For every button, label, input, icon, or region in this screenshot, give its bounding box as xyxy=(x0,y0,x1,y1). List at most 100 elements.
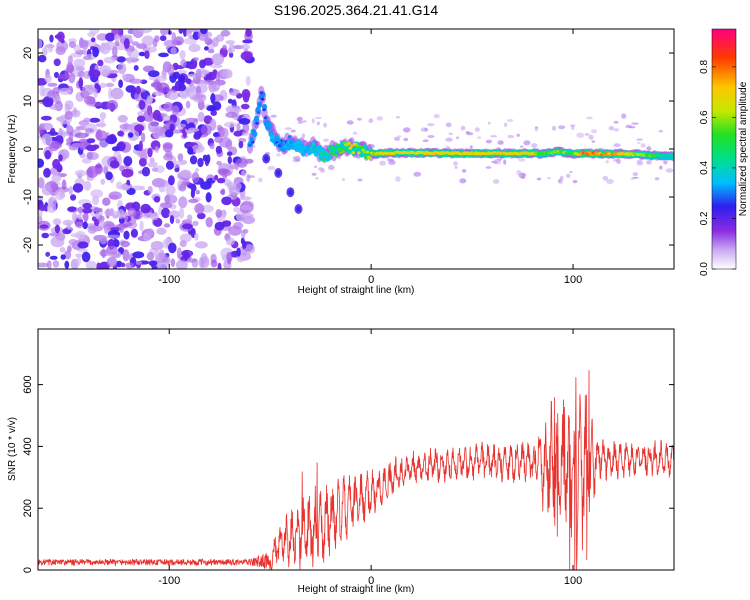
spectrogram-noise-blob xyxy=(131,41,139,46)
colorbar-gradient xyxy=(712,29,736,269)
spectrogram-noise-blob xyxy=(105,135,118,145)
spectrogram-noise-blob xyxy=(200,181,212,190)
spectrogram-noise-blob xyxy=(104,226,109,235)
spectrogram-faint-blob xyxy=(570,124,576,127)
spectrogram-noise-blob xyxy=(105,171,113,181)
spectrogram-noise-blob xyxy=(187,214,193,222)
spectrogram-noise-blob xyxy=(150,82,163,87)
spectrogram-faint-blob xyxy=(663,160,668,165)
spectrogram-noise-blob xyxy=(194,168,200,173)
spectrogram-faint-blob xyxy=(445,145,450,149)
spectrogram-noise-blob xyxy=(44,74,52,83)
spectrogram-ridge-core xyxy=(350,144,354,148)
spectrogram-ridge-core xyxy=(335,143,340,147)
spectrogram-noise-blob xyxy=(117,130,124,137)
spectrogram-noise-blob xyxy=(94,163,104,175)
spectrogram-noise-blob xyxy=(42,47,48,56)
spectrogram-noise-blob xyxy=(86,151,94,160)
spectrogram-noise-blob xyxy=(205,217,213,228)
spectrogram-noise-blob xyxy=(83,49,88,56)
spectrogram-faint-blob xyxy=(654,177,660,181)
spectrogram-faint-blob xyxy=(323,122,327,128)
spectrogram-noise-blob xyxy=(153,196,161,203)
spectrogram-noise-blob xyxy=(170,47,177,55)
spectrogram-noise-blob xyxy=(241,170,247,177)
spectrogram-noise-blob xyxy=(155,165,165,173)
spectrogram-faint-blob xyxy=(311,172,317,176)
spectrogram-noise-blob xyxy=(164,194,178,205)
spectrogram-noise-blob xyxy=(52,218,62,226)
spectrogram-noise-blob xyxy=(87,32,96,37)
spectrogram-ytick-label: -10 xyxy=(22,189,34,205)
spectrogram-noise-blob xyxy=(59,246,66,253)
spectrogram-noise-blob xyxy=(95,211,101,220)
spectrogram-faint-blob xyxy=(394,136,400,141)
spectrogram-noise-blob xyxy=(108,87,113,100)
spectrogram-noise-blob xyxy=(77,241,89,249)
spectrogram-faint-blob xyxy=(422,139,429,143)
spectrogram-noise-blob xyxy=(52,260,60,268)
spectrogram-noise-blob xyxy=(151,167,159,172)
spectrogram-noise-blob xyxy=(188,198,199,204)
spectrogram-noise-blob xyxy=(144,50,150,59)
spectrogram-noise-blob xyxy=(82,202,93,209)
spectrogram-noise-blob xyxy=(150,240,164,251)
spectrogram-noise-blob xyxy=(154,249,160,260)
spectrogram-noise-blob xyxy=(210,64,223,69)
spectrogram-ridge-core xyxy=(314,147,319,151)
spectrogram-noise-blob xyxy=(171,105,180,116)
spectrogram-noise-blob xyxy=(227,98,233,104)
spectrogram-noise-blob xyxy=(130,228,138,238)
spectrogram-noise-blob xyxy=(81,251,91,263)
spectrogram-ridge-core xyxy=(313,150,317,154)
spectrogram-faint-blob xyxy=(665,168,674,173)
spectrogram-noise-blob xyxy=(82,221,88,230)
spectrogram-noise-blob xyxy=(195,241,208,249)
spectrogram-noise-blob xyxy=(188,63,195,70)
spectrogram-noise-blob xyxy=(38,177,45,189)
spectrogram-noise-blob xyxy=(83,180,92,191)
spectrogram-noise-blob xyxy=(206,106,216,112)
spectrogram-faint-blob xyxy=(613,128,619,132)
spectrogram-noise-blob xyxy=(221,196,233,206)
spectrogram-noise-blob xyxy=(75,125,87,131)
spectrogram-noise-blob xyxy=(135,85,141,95)
spectrogram-noise-blob xyxy=(60,39,65,44)
spectrogram-faint-blob xyxy=(376,116,383,121)
snr-xtick-label: 100 xyxy=(564,575,582,587)
spectrogram-noise-blob xyxy=(242,122,250,134)
spectrogram-noise-blob xyxy=(159,249,165,260)
spectrogram-faint-blob xyxy=(315,177,319,180)
spectrogram-noise-blob xyxy=(146,95,153,107)
spectrogram-ridge-core xyxy=(263,116,268,120)
spectrogram-noise-blob xyxy=(128,78,143,84)
spectrogram-noise-blob xyxy=(51,183,58,189)
spectrogram-faint-blob xyxy=(433,114,440,119)
spectrogram-noise-blob xyxy=(227,156,232,165)
spectrogram-faint-blob xyxy=(316,121,320,126)
spectrogram-noise-blob xyxy=(197,157,204,168)
spectrogram-faint-blob xyxy=(357,117,362,121)
spectrogram-noise-blob xyxy=(49,34,54,43)
spectrogram-noise-blob xyxy=(240,103,250,110)
spectrogram-faint-blob xyxy=(506,119,514,122)
spectrogram-faint-blob xyxy=(469,145,473,149)
spectrogram-faint-blob xyxy=(453,161,458,166)
spectrogram-ridge-core xyxy=(249,137,254,141)
snr-ylabel: SNR (10 * v/v) xyxy=(7,417,18,481)
spectrogram-noise-blob xyxy=(165,160,174,170)
spectrogram-ytick-label: 0 xyxy=(22,146,34,152)
spectrogram-faint-blob xyxy=(636,141,641,144)
spectrogram-faint-blob xyxy=(503,122,508,128)
spectrogram-ridge-core xyxy=(262,108,266,112)
spectrogram-noise-blob xyxy=(239,196,252,201)
spectrogram-noise-blob xyxy=(138,158,147,167)
snr-xlabel: Height of straight line (km) xyxy=(298,584,415,595)
spectrogram-faint-blob xyxy=(314,117,323,119)
spectrogram-noise-blob xyxy=(140,132,146,143)
spectrogram-noise-blob xyxy=(68,186,73,195)
spectrogram-noise-blob xyxy=(210,259,218,268)
spectrogram-noise-blob xyxy=(179,169,192,178)
spectrogram-noise-blob xyxy=(151,261,159,269)
spectrogram-noise-blob xyxy=(176,69,188,75)
